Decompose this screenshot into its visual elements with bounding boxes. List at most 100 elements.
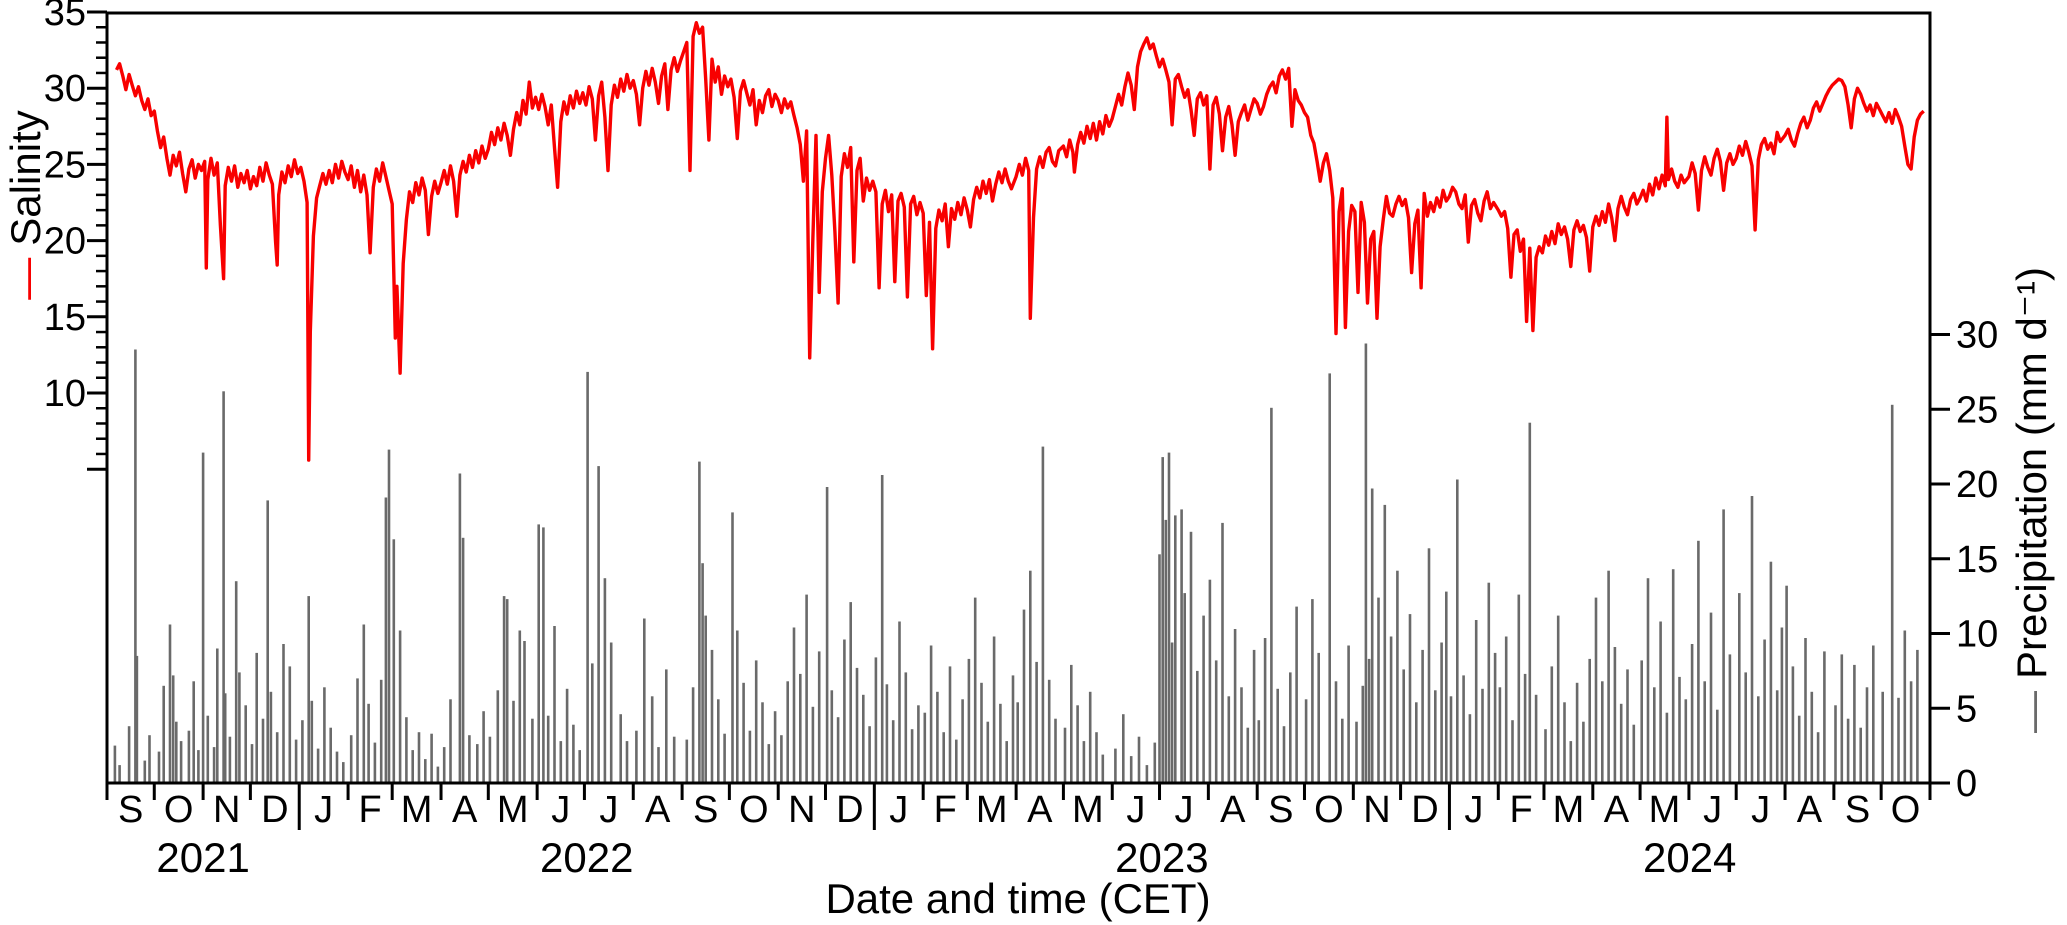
precipitation-bar xyxy=(1709,612,1713,783)
precipitation-bar xyxy=(482,711,485,783)
right-tick-label: 25 xyxy=(1956,389,1998,431)
precipitation-bar xyxy=(1528,422,1532,783)
precipitation-bar xyxy=(1070,664,1073,783)
precipitation-bar xyxy=(992,636,996,783)
precipitation-bar xyxy=(917,705,920,783)
month-label: J xyxy=(314,789,333,831)
precipitation-bar xyxy=(1640,660,1643,783)
month-label: M xyxy=(1072,789,1104,831)
precipitation-bar xyxy=(1872,645,1875,783)
precipitation-bar xyxy=(1493,652,1497,783)
right-tick-label: 5 xyxy=(1956,688,1977,730)
month-label: O xyxy=(1314,789,1344,831)
month-label: A xyxy=(1604,789,1630,831)
precipitation-bar xyxy=(1129,756,1133,783)
precipitation-bar xyxy=(175,721,178,783)
precipitation-bar xyxy=(591,663,594,783)
precipitation-bar xyxy=(1569,741,1573,783)
month-label: F xyxy=(934,789,957,831)
precipitation-bar xyxy=(1840,654,1844,783)
precipitation-bar xyxy=(825,487,829,783)
month-label: A xyxy=(645,789,671,831)
precipitation-bar xyxy=(449,699,452,783)
left-tick-label: 35 xyxy=(44,0,86,34)
precipitation-bar xyxy=(1408,614,1412,783)
precipitation-bar xyxy=(967,658,971,783)
precipitation-bar xyxy=(1563,702,1566,783)
precipitation-bar xyxy=(118,765,121,783)
precipitation-bar xyxy=(1487,582,1491,783)
precipitation-bar xyxy=(1544,729,1547,783)
month-label: J xyxy=(1751,789,1770,831)
precipitation-bar xyxy=(767,744,771,783)
precipitation-bar xyxy=(1750,496,1754,783)
precipitation-bar xyxy=(973,597,977,783)
precipitation-bar xyxy=(201,452,205,783)
month-label: J xyxy=(1174,789,1193,831)
precipitation-bar xyxy=(1145,765,1149,783)
precipitation-bar xyxy=(430,733,433,783)
month-label: J xyxy=(1703,789,1722,831)
precipitation-bar xyxy=(187,730,191,783)
precipitation-bar xyxy=(1153,742,1157,783)
precipitation-bar xyxy=(362,624,366,783)
precipitation-bar xyxy=(609,642,613,783)
precipitation-bar xyxy=(1810,691,1814,783)
year-label: 2024 xyxy=(1643,834,1736,881)
precipitation-bar xyxy=(1328,373,1331,783)
precipitation-bar xyxy=(1022,609,1026,783)
precipitation-bar xyxy=(468,735,471,783)
month-label: M xyxy=(1553,789,1585,831)
precipitation-bar xyxy=(1775,690,1779,783)
precipitation-bar xyxy=(316,748,320,783)
precipitation-bar xyxy=(862,694,865,783)
precipitation-bar xyxy=(269,691,273,783)
month-label: N xyxy=(213,789,240,831)
precipitation-bar xyxy=(379,679,383,783)
precipitation-bar xyxy=(1137,736,1141,783)
month-label: O xyxy=(164,789,194,831)
month-label: F xyxy=(359,789,382,831)
precipitation-bar xyxy=(1468,714,1472,783)
precipitation-bar xyxy=(1738,593,1741,783)
precipitation-bar xyxy=(1311,599,1314,783)
precipitation-bar xyxy=(1607,570,1610,783)
precipitation-bar xyxy=(1063,727,1067,783)
precipitation-bar xyxy=(523,641,526,783)
precipitation-bar xyxy=(619,714,622,783)
precipitation-bar xyxy=(961,699,964,783)
precipitation-bar xyxy=(710,649,714,783)
precipitation-bar xyxy=(282,644,285,783)
precipitation-bar xyxy=(275,732,279,783)
precipitation-bar xyxy=(1295,606,1298,783)
precipitation-bar xyxy=(786,681,789,783)
precipitation-bar xyxy=(1005,741,1008,783)
precipitation-bar xyxy=(1671,569,1675,783)
precipitation-bar xyxy=(942,732,945,783)
precipitation-bar xyxy=(1122,714,1125,783)
precipitation-bar xyxy=(955,739,958,783)
month-label: M xyxy=(976,789,1008,831)
month-label: D xyxy=(836,789,863,831)
precipitation-bar xyxy=(1396,570,1399,783)
precipitation-bar xyxy=(488,736,492,783)
right-axis-title-text: Precipitation (mm d⁻¹) xyxy=(2008,267,2055,679)
month-label: J xyxy=(1126,789,1145,831)
precipitation-bar xyxy=(228,736,232,783)
precipitation-bar xyxy=(266,500,269,783)
precipitation-bar xyxy=(1678,676,1681,783)
precipitation-bar xyxy=(1355,721,1358,783)
precipitation-bar xyxy=(1383,504,1387,783)
precipitation-bar xyxy=(1415,702,1418,783)
precipitation-bar xyxy=(1370,488,1374,783)
year-labels: 2021 2022 2023 2024 xyxy=(156,834,1736,881)
month-label: M xyxy=(497,789,529,831)
precipitation-bar xyxy=(476,744,479,783)
precipitation-bar xyxy=(244,705,247,783)
precipitation-bar xyxy=(1890,404,1894,783)
precipitation-bar xyxy=(565,688,569,783)
precipitation-bar xyxy=(1859,727,1862,783)
precipitation-bar xyxy=(384,497,388,783)
